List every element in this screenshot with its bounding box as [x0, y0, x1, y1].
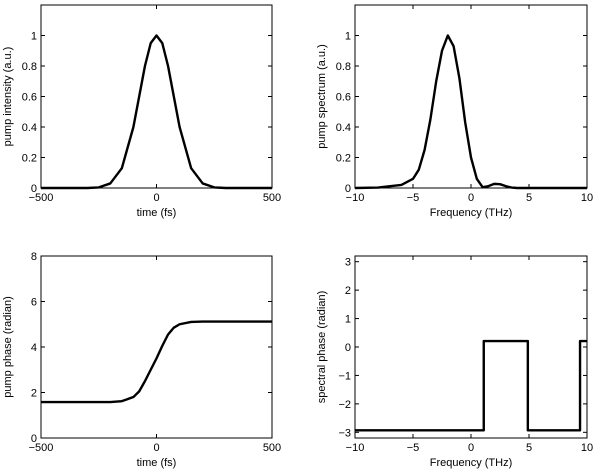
x-axis-label: time (fs) [137, 207, 177, 219]
x-tick-label: 0 [153, 442, 159, 454]
x-tick-label: 500 [263, 192, 281, 204]
y-tick-label: 2 [345, 285, 351, 297]
y-axis-label: spectral phase (radian) [316, 291, 328, 404]
plot-frame [354, 255, 588, 439]
y-tick-label: −2 [338, 399, 351, 411]
y-tick-label: 3 [345, 257, 351, 269]
y-tick-label: 0.8 [336, 61, 351, 73]
x-tick-label: −10 [346, 442, 365, 454]
y-tick-label: 1 [345, 31, 351, 43]
series-line [355, 339, 587, 432]
plot-frame [40, 4, 273, 189]
y-tick-label: 0.2 [22, 153, 37, 165]
y-axis-label: pump spectrum (a.u.) [316, 44, 328, 149]
y-tick-label: 0 [31, 183, 37, 195]
panel-2: −10 −5 0 5 10 0 0.2 0.4 0.6 0.8 1 Frequency (THz) pu… [316, 4, 593, 219]
y-tick-label: 0.2 [336, 153, 351, 165]
y-axis-label: pump intensity (a.u.) [2, 47, 14, 147]
y-tick-label: 0 [345, 342, 351, 354]
x-tick-label: −10 [346, 192, 365, 204]
y-tick-label: 1 [31, 31, 37, 43]
y-tick-label: 0.6 [336, 92, 351, 104]
x-axis-label: Frequency (THz) [430, 457, 513, 469]
y-tick-label: 0 [31, 433, 37, 445]
y-tick-label: 0.8 [22, 61, 37, 73]
x-tick-label: −500 [29, 442, 54, 454]
y-tick-label: 4 [31, 342, 37, 354]
y-tick-label: −3 [338, 427, 351, 439]
x-tick-label: 0 [153, 192, 159, 204]
x-axis-label: time (fs) [137, 457, 177, 469]
x-tick-label: −5 [407, 442, 420, 454]
x-tick-label: 500 [263, 442, 281, 454]
y-tick-label: 0.6 [22, 92, 37, 104]
y-tick-label: 8 [31, 251, 37, 263]
y-tick-label: 1 [345, 314, 351, 326]
x-tick-label: 5 [526, 442, 532, 454]
series-line [41, 320, 272, 404]
series-line [354, 34, 587, 190]
x-tick-label: −5 [407, 192, 420, 204]
x-tick-label: −500 [29, 192, 54, 204]
x-axis-label: Frequency (THz) [430, 207, 513, 219]
x-tick-label: 10 [581, 192, 593, 204]
y-tick-label: 6 [31, 297, 37, 309]
y-tick-label: 2 [31, 388, 37, 400]
y-tick-label: −1 [338, 370, 351, 382]
y-tick-label: 0 [345, 183, 351, 195]
x-tick-label: 5 [526, 192, 532, 204]
x-tick-label: 0 [468, 192, 474, 204]
x-tick-label: 0 [468, 442, 474, 454]
x-tick-label: 10 [581, 442, 593, 454]
series-line [41, 34, 272, 190]
plot-frame [40, 255, 273, 439]
y-tick-label: 0.4 [22, 122, 37, 134]
y-axis-label: pump phase (radian) [2, 296, 14, 398]
y-tick-label: 0.4 [336, 122, 351, 134]
